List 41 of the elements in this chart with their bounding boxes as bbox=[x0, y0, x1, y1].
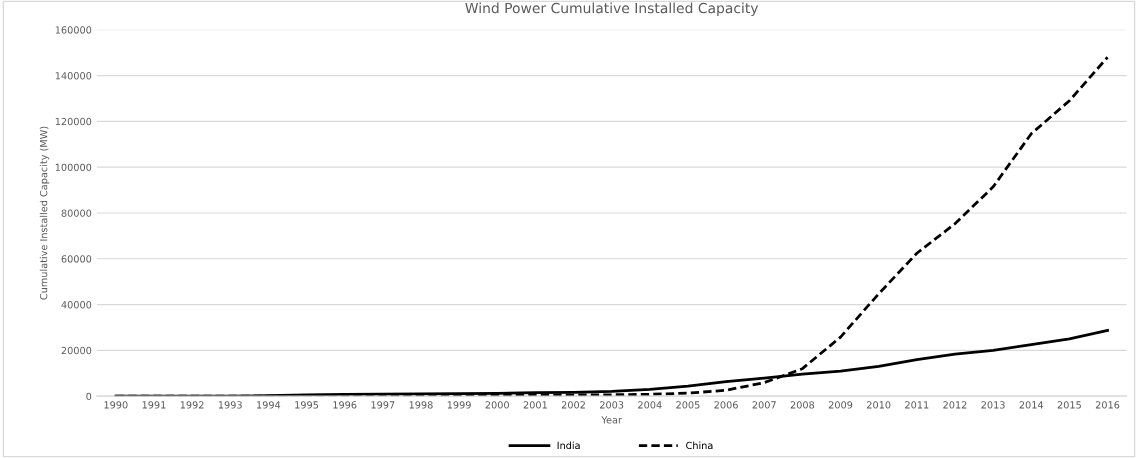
y-tick-label: 140000 bbox=[55, 72, 92, 80]
y-tick-label: 0 bbox=[86, 392, 92, 400]
x-tick-label: 2015 bbox=[1057, 401, 1081, 409]
x-tick-label: 2005 bbox=[676, 401, 700, 409]
y-tick-label: 80000 bbox=[61, 209, 92, 217]
x-tick-label: 2010 bbox=[867, 401, 891, 409]
legend-label: India bbox=[557, 441, 580, 450]
x-tick-label: 2011 bbox=[905, 401, 929, 409]
x-tick-label: 1994 bbox=[257, 401, 281, 409]
x-tick-label: 1995 bbox=[295, 401, 319, 409]
x-tick-label: 2006 bbox=[714, 401, 738, 409]
x-axis-title: Year bbox=[601, 416, 622, 424]
x-tick-label: 1999 bbox=[447, 401, 471, 409]
y-tick-label: 20000 bbox=[61, 346, 92, 355]
y-tick-label: 60000 bbox=[61, 255, 92, 263]
x-tick-label: 2012 bbox=[943, 401, 967, 409]
x-tick-label: 2008 bbox=[790, 401, 815, 409]
x-tick-label: 1996 bbox=[333, 401, 357, 409]
x-tick-label: 1997 bbox=[371, 401, 395, 409]
x-tick-label: 1993 bbox=[218, 401, 242, 409]
x-tick-label: 2009 bbox=[828, 401, 853, 409]
y-tick-label: 120000 bbox=[55, 117, 92, 126]
y-tick-label: 100000 bbox=[55, 163, 92, 171]
x-tick-label: 1991 bbox=[142, 401, 166, 409]
x-tick-label: 2014 bbox=[1019, 401, 1044, 409]
x-tick-label: 2001 bbox=[523, 401, 547, 409]
x-tick-label: 2007 bbox=[752, 401, 776, 409]
x-tick-label: 2003 bbox=[600, 401, 624, 409]
x-tick-label: 2013 bbox=[981, 401, 1005, 409]
x-tick-label: 2016 bbox=[1095, 401, 1120, 409]
y-tick-label: 40000 bbox=[61, 301, 92, 309]
y-axis-title: Cumulative Installed Capacity (MW) bbox=[39, 126, 50, 300]
legend-label: China bbox=[686, 441, 713, 450]
x-tick-label: 1992 bbox=[180, 401, 204, 409]
y-tick-label: 160000 bbox=[55, 26, 92, 34]
x-tick-label: 2000 bbox=[485, 401, 509, 409]
x-tick-label: 2004 bbox=[638, 401, 662, 409]
chart-title: Wind Power Cumulative Installed Capacity bbox=[465, 2, 759, 16]
x-tick-label: 1990 bbox=[104, 401, 128, 409]
x-tick-label: 1998 bbox=[409, 401, 433, 409]
x-tick-label: 2002 bbox=[561, 401, 585, 409]
